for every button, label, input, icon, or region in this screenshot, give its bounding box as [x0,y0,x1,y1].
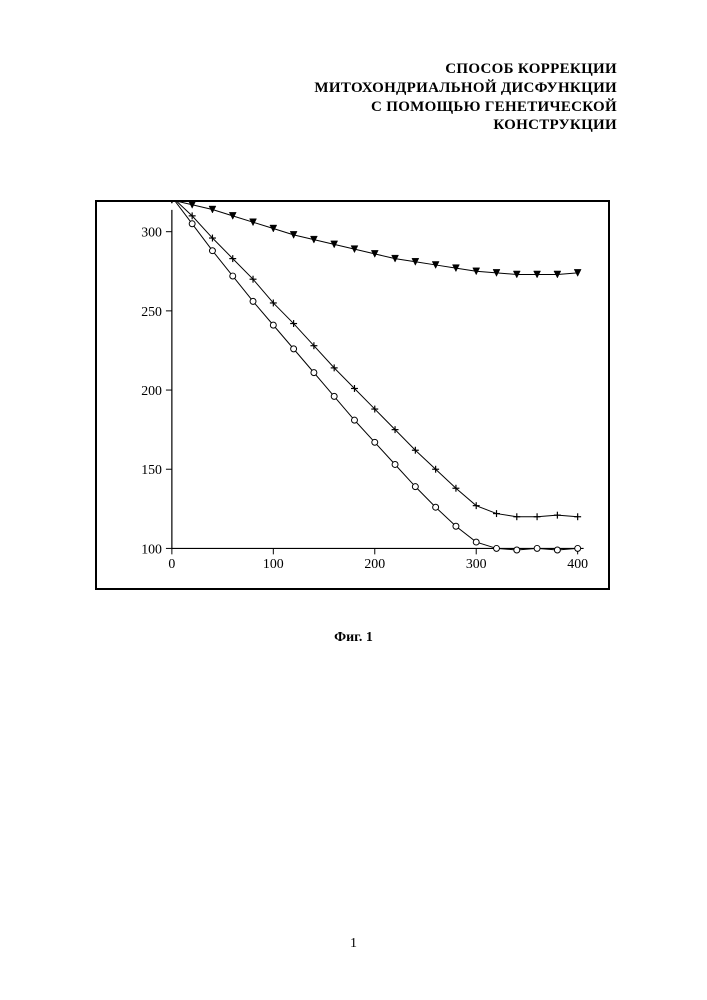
title-line-3: С ПОМОЩЬЮ ГЕНЕТИЧЕСКОЙ [314,98,617,117]
figure-1-chart: 100 150 200 250 300 0 100 200 300 400 [95,200,610,590]
svg-text:200: 200 [364,556,385,571]
svg-text:300: 300 [466,556,487,571]
chart-svg: 100 150 200 250 300 0 100 200 300 400 [97,202,608,588]
svg-text:0: 0 [168,556,175,571]
svg-text:300: 300 [141,225,162,240]
svg-text:400: 400 [567,556,588,571]
page-number: 1 [0,936,707,952]
title-line-4: КОНСТРУКЦИИ [314,116,617,135]
svg-text:250: 250 [141,304,162,319]
svg-text:100: 100 [141,541,162,556]
svg-text:200: 200 [141,383,162,398]
svg-text:150: 150 [141,462,162,477]
figure-caption: Фиг. 1 [0,630,707,646]
title-line-1: СПОСОБ КОРРЕКЦИИ [314,60,617,79]
title-line-2: МИТОХОНДРИАЛЬНОЙ ДИСФУНКЦИИ [314,79,617,98]
document-title: СПОСОБ КОРРЕКЦИИ МИТОХОНДРИАЛЬНОЙ ДИСФУН… [314,60,617,135]
page: СПОСОБ КОРРЕКЦИИ МИТОХОНДРИАЛЬНОЙ ДИСФУН… [0,0,707,1000]
svg-text:100: 100 [263,556,284,571]
